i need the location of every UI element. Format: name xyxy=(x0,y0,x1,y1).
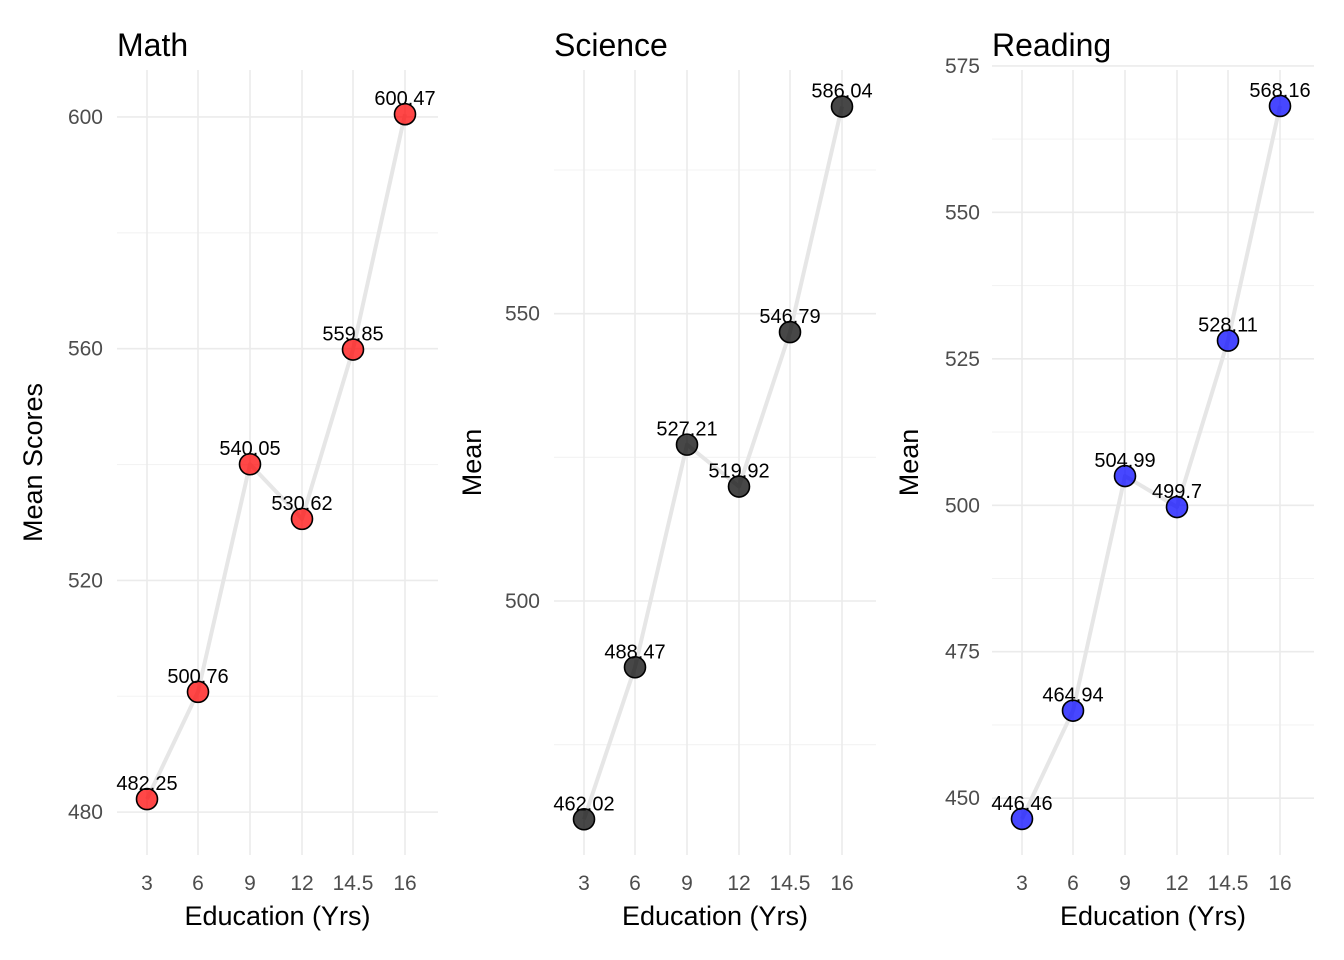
data-point xyxy=(186,680,210,704)
x-axis-label: Education (Yrs) xyxy=(1060,901,1246,931)
data-label: 464.94 xyxy=(1042,685,1103,707)
y-tick-label: 550 xyxy=(505,303,540,326)
data-label: 530.62 xyxy=(271,493,332,515)
data-label: 527.21 xyxy=(656,419,717,441)
x-tick-label: 3 xyxy=(141,872,153,895)
data-label: 446.46 xyxy=(991,793,1052,815)
data-label: 540.05 xyxy=(219,438,280,460)
y-tick-label: 525 xyxy=(945,348,980,371)
data-label: 499.7 xyxy=(1152,481,1202,503)
x-tick-label: 14.5 xyxy=(1208,872,1249,895)
data-point xyxy=(341,338,365,361)
series-line xyxy=(145,113,407,800)
panel-title: Reading xyxy=(992,27,1111,63)
y-tick-label: 550 xyxy=(945,201,980,224)
x-tick-label: 14.5 xyxy=(770,872,811,895)
data-label: 482.25 xyxy=(116,773,177,795)
panel-science: Science 500 550 3 6 9 12 14.5 16 Education (Yrs) M… xyxy=(457,27,876,931)
x-tick-label: 9 xyxy=(1119,872,1131,895)
x-tick-label: 6 xyxy=(1067,872,1079,895)
x-tick-label: 6 xyxy=(629,872,641,895)
y-tick-label: 520 xyxy=(68,569,103,592)
x-tick-label: 6 xyxy=(192,872,204,895)
x-tick-label: 16 xyxy=(830,872,853,895)
data-point xyxy=(1010,807,1034,831)
x-tick-label: 9 xyxy=(681,872,693,895)
x-tick-label: 3 xyxy=(578,872,590,895)
data-point xyxy=(135,787,159,811)
x-tick-label: 14.5 xyxy=(333,872,374,895)
y-tick-label: 500 xyxy=(505,590,540,613)
data-label: 586.04 xyxy=(811,81,872,103)
x-tick-label: 12 xyxy=(727,872,750,895)
panel-math: Math 480 520 560 600 3 6 9 12 14.5 16 Education (Yr… xyxy=(18,27,438,931)
data-point xyxy=(572,807,596,831)
x-tick-label: 3 xyxy=(1016,872,1028,895)
data-label: 559.85 xyxy=(322,324,383,346)
data-label: 462.02 xyxy=(553,793,614,815)
y-axis-label: Mean xyxy=(894,429,924,497)
data-point xyxy=(1216,329,1240,352)
data-label: 519.92 xyxy=(708,461,769,483)
y-tick-label: 575 xyxy=(945,55,980,78)
y-tick-label: 500 xyxy=(945,494,980,517)
data-label: 528.11 xyxy=(1198,315,1258,337)
data-point xyxy=(675,433,699,456)
data-point xyxy=(393,102,417,126)
data-point xyxy=(1061,699,1085,722)
data-point xyxy=(778,320,802,344)
data-label: 546.79 xyxy=(759,306,820,328)
data-point xyxy=(1268,94,1292,118)
y-tick-label: 450 xyxy=(945,787,980,810)
data-point xyxy=(238,452,262,476)
y-tick-label: 475 xyxy=(945,641,980,664)
data-label: 488.47 xyxy=(604,641,665,663)
data-point xyxy=(1113,464,1137,488)
y-tick-label: 600 xyxy=(68,106,103,129)
x-tick-label: 9 xyxy=(244,872,256,895)
data-point xyxy=(727,475,751,498)
data-label: 600.47 xyxy=(374,88,435,110)
series-line xyxy=(582,106,844,820)
x-tick-label: 12 xyxy=(290,872,313,895)
panel-reading: Reading 450 475 500 525 550 575 3 6 9 12 14.5 16 Educ… xyxy=(894,27,1314,931)
series-line xyxy=(1020,105,1282,820)
panel-title: Math xyxy=(117,27,188,63)
data-point xyxy=(290,507,314,531)
x-axis-label: Education (Yrs) xyxy=(184,901,370,931)
y-tick-label: 560 xyxy=(68,338,103,361)
data-label: 504.99 xyxy=(1094,450,1155,472)
y-tick-label: 480 xyxy=(68,801,103,824)
panel-title: Science xyxy=(554,27,668,63)
y-axis-label: Mean xyxy=(457,429,487,497)
data-point xyxy=(1165,495,1189,519)
x-tick-label: 12 xyxy=(1165,872,1188,895)
data-label: 568.16 xyxy=(1249,80,1310,102)
data-label: 500.76 xyxy=(167,666,228,688)
x-tick-label: 16 xyxy=(1268,872,1291,895)
data-point xyxy=(623,655,647,679)
data-point xyxy=(830,95,854,118)
y-axis-label: Mean Scores xyxy=(18,383,48,542)
x-tick-label: 16 xyxy=(393,872,416,895)
x-axis-label: Education (Yrs) xyxy=(622,901,808,931)
